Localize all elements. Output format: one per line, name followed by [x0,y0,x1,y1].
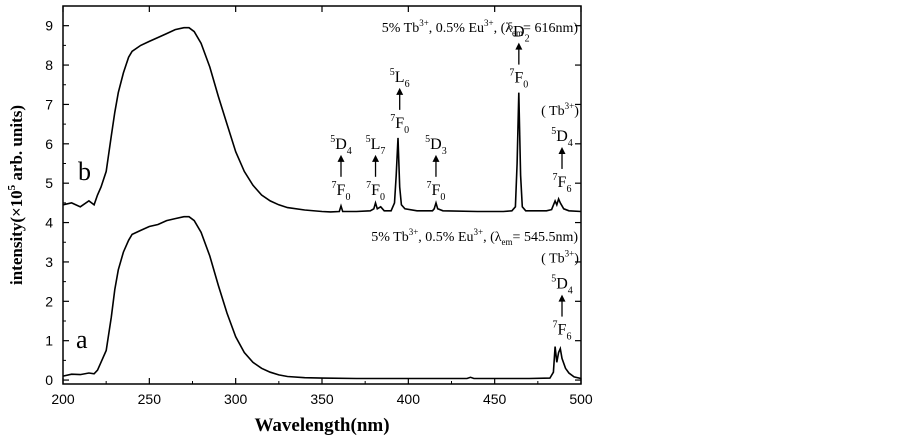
y-tick-label: 4 [45,215,53,231]
transition-arrowhead [372,154,380,162]
level-label: 7F6 [553,172,572,195]
y-tick-label: 7 [45,96,53,112]
plot-frame [62,5,582,385]
level-label: 5L7 [366,134,386,157]
level-label: 7F0 [509,68,528,91]
transition-arrowhead [432,154,440,162]
level-label: 5D4 [551,274,573,297]
series-a-label: a [76,325,88,354]
y-tick-label: 8 [45,57,53,73]
y-tick-label: 6 [45,136,53,152]
level-label: 7F0 [427,180,446,203]
series-b-label: b [78,157,91,186]
transition-annotation: 7F0 5D3 [425,134,447,203]
x-tick-label: 350 [310,391,334,407]
y-axis-label-main: intensity(×10 [7,190,26,285]
transition-arrowhead [337,154,345,162]
transition-arrowhead [515,42,523,50]
y-tick-label: 2 [45,293,53,309]
level-label: 5D4 [551,126,573,149]
transition-annotation: 7F0 5D2 [508,22,530,91]
level-label: 7F0 [390,113,409,136]
transition-arrowhead [558,146,566,154]
transition-annotation: 7F0 5L7 [366,134,386,203]
y-tick-label: 0 [45,372,53,388]
x-tick-label: 300 [224,391,248,407]
axis-ticks: 200 250 300 350 400 450 500 0 1 2 3 4 5 6 7 8 9 [45,6,593,407]
y-tick-label: 5 [45,175,53,191]
transition-annotation: 7F6 5D4 ( Tb3+) [541,101,579,195]
y-axis-label-exp: 5 [6,184,18,190]
transition-arrowhead [558,294,566,302]
transition-annotation: 7F0 5L6 [390,67,410,136]
ion-header: ( Tb3+) [541,101,579,119]
level-label: 7F6 [553,320,572,343]
level-label: 7F0 [366,180,385,203]
series-group [62,26,582,380]
ion-header: ( Tb3+) [541,249,579,267]
x-tick-label: 200 [51,391,75,407]
series-a-note: 5% Tb3+, 0.5% Eu3+, (λem= 545.5nm) [371,227,578,247]
series-line-a [62,215,582,380]
level-label: 5L6 [390,67,410,90]
series-line-b [62,26,582,213]
level-label: 5D3 [425,134,447,157]
transition-annotation: 7F0 5D4 [330,134,352,203]
x-axis-label: Wavelength(nm) [254,415,389,436]
y-axis-label-unit: arb. units) [7,105,26,185]
y-tick-label: 1 [45,333,53,349]
transition-arrowhead [396,87,404,95]
level-label: 5D2 [508,22,530,45]
x-tick-label: 450 [483,391,507,407]
level-label: 5D4 [330,134,352,157]
x-tick-label: 400 [397,391,421,407]
series-b-note: 5% Tb3+, 0.5% Eu3+, (λem= 616nm) [382,18,579,38]
svg-text:intensity(×105 arb. units): intensity(×105 arb. units) [6,105,26,285]
level-label: 7F0 [332,180,351,203]
x-tick-label: 250 [138,391,162,407]
y-tick-label: 3 [45,254,53,270]
y-axis-label: intensity(×105 arb. units) [6,105,26,285]
transition-annotation: 7F6 5D4 ( Tb3+) [541,249,579,343]
x-tick-label: 500 [569,391,593,407]
y-tick-label: 9 [45,18,53,34]
